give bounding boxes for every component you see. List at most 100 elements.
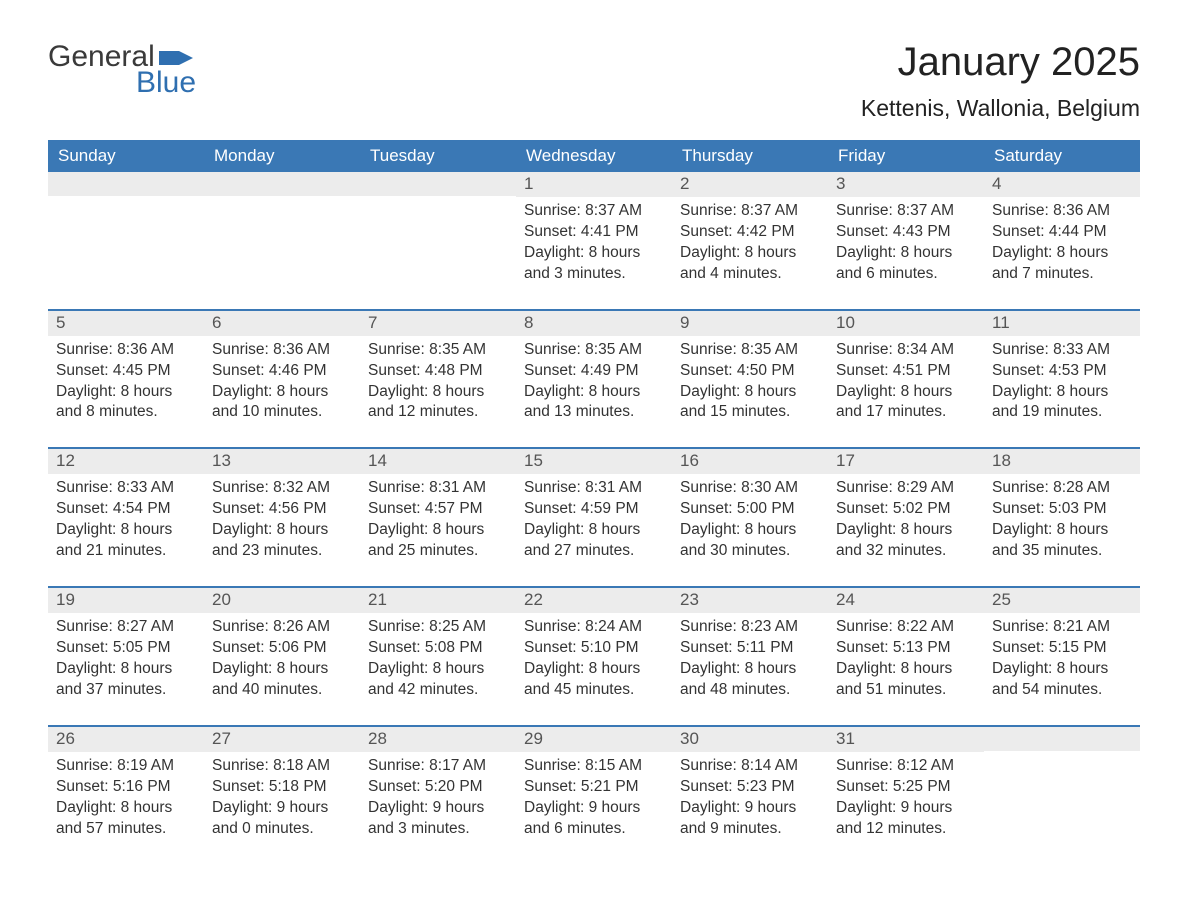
dayhead-sat: Saturday (984, 140, 1140, 172)
sunrise-text: Sunrise: 8:33 AM (992, 340, 1132, 361)
daylight1-text: Daylight: 8 hours (992, 243, 1132, 264)
sunrise-text: Sunrise: 8:37 AM (680, 201, 820, 222)
day-cell: 3Sunrise: 8:37 AMSunset: 4:43 PMDaylight… (828, 172, 984, 291)
daylight2-text: and 7 minutes. (992, 264, 1132, 285)
daylight2-text: and 13 minutes. (524, 402, 664, 423)
day-details: Sunrise: 8:25 AMSunset: 5:08 PMDaylight:… (360, 613, 516, 707)
daylight2-text: and 6 minutes. (836, 264, 976, 285)
daylight1-text: Daylight: 8 hours (836, 243, 976, 264)
sunrise-text: Sunrise: 8:18 AM (212, 756, 352, 777)
week-row: 26Sunrise: 8:19 AMSunset: 5:16 PMDayligh… (48, 725, 1140, 846)
day-details: Sunrise: 8:12 AMSunset: 5:25 PMDaylight:… (828, 752, 984, 846)
day-details: Sunrise: 8:15 AMSunset: 5:21 PMDaylight:… (516, 752, 672, 846)
daylight2-text: and 0 minutes. (212, 819, 352, 840)
day-cell: 18Sunrise: 8:28 AMSunset: 5:03 PMDayligh… (984, 449, 1140, 568)
sunrise-text: Sunrise: 8:37 AM (524, 201, 664, 222)
sunset-text: Sunset: 5:10 PM (524, 638, 664, 659)
day-number: 28 (360, 727, 516, 752)
day-number: 31 (828, 727, 984, 752)
day-number: 22 (516, 588, 672, 613)
day-number: 6 (204, 311, 360, 336)
daylight1-text: Daylight: 8 hours (680, 659, 820, 680)
day-details: Sunrise: 8:35 AMSunset: 4:49 PMDaylight:… (516, 336, 672, 430)
sunset-text: Sunset: 4:45 PM (56, 361, 196, 382)
day-cell: 22 Sunrise: 8:24 AMSunset: 5:10 PMDayligh… (516, 588, 672, 707)
daylight2-text: and 25 minutes. (368, 541, 508, 562)
daylight1-text: Daylight: 9 hours (836, 798, 976, 819)
sunset-text: Sunset: 4:43 PM (836, 222, 976, 243)
sunrise-text: Sunrise: 8:24 AM (524, 617, 664, 638)
day-cell: 26Sunrise: 8:19 AMSunset: 5:16 PMDayligh… (48, 727, 204, 846)
daylight1-text: Daylight: 8 hours (992, 520, 1132, 541)
sunset-text: Sunset: 5:08 PM (368, 638, 508, 659)
day-number: 20 (204, 588, 360, 613)
day-number: 23 (672, 588, 828, 613)
sunset-text: Sunset: 5:16 PM (56, 777, 196, 798)
day-cell: 5Sunrise: 8:36 AMSunset: 4:45 PMDaylight… (48, 311, 204, 430)
day-number: 5 (48, 311, 204, 336)
sunset-text: Sunset: 5:03 PM (992, 499, 1132, 520)
daylight1-text: Daylight: 8 hours (56, 798, 196, 819)
day-cell: 12Sunrise: 8:33 AMSunset: 4:54 PMDayligh… (48, 449, 204, 568)
sunset-text: Sunset: 4:41 PM (524, 222, 664, 243)
weeks-container: 1Sunrise: 8:37 AMSunset: 4:41 PMDaylight… (48, 172, 1140, 845)
day-cell: 24Sunrise: 8:22 AMSunset: 5:13 PMDayligh… (828, 588, 984, 707)
sunset-text: Sunset: 4:49 PM (524, 361, 664, 382)
day-details: Sunrise: 8:37 AMSunset: 4:43 PMDaylight:… (828, 197, 984, 291)
sunset-text: Sunset: 4:56 PM (212, 499, 352, 520)
day-cell: 2Sunrise: 8:37 AMSunset: 4:42 PMDaylight… (672, 172, 828, 291)
daylight1-text: Daylight: 8 hours (368, 520, 508, 541)
day-details: Sunrise: 8:17 AMSunset: 5:20 PMDaylight:… (360, 752, 516, 846)
day-number: 11 (984, 311, 1140, 336)
day-number: 26 (48, 727, 204, 752)
daylight1-text: Daylight: 9 hours (212, 798, 352, 819)
daylight1-text: Daylight: 8 hours (368, 382, 508, 403)
sunset-text: Sunset: 5:20 PM (368, 777, 508, 798)
sunset-text: Sunset: 5:02 PM (836, 499, 976, 520)
day-details: Sunrise: 8:30 AMSunset: 5:00 PMDaylight:… (672, 474, 828, 568)
empty-cell (204, 172, 360, 291)
day-number (360, 172, 516, 196)
day-cell: 19Sunrise: 8:27 AMSunset: 5:05 PMDayligh… (48, 588, 204, 707)
day-details: Sunrise: 8:31 AMSunset: 4:57 PMDaylight:… (360, 474, 516, 568)
sunrise-text: Sunrise: 8:21 AM (992, 617, 1132, 638)
day-cell: 11Sunrise: 8:33 AMSunset: 4:53 PMDayligh… (984, 311, 1140, 430)
sunrise-text: Sunrise: 8:14 AM (680, 756, 820, 777)
day-details: Sunrise: 8:33 AMSunset: 4:53 PMDaylight:… (984, 336, 1140, 430)
sunset-text: Sunset: 5:11 PM (680, 638, 820, 659)
day-details: Sunrise: 8:19 AMSunset: 5:16 PMDaylight:… (48, 752, 204, 846)
sunset-text: Sunset: 4:50 PM (680, 361, 820, 382)
day-cell: 31Sunrise: 8:12 AMSunset: 5:25 PMDayligh… (828, 727, 984, 846)
sunrise-text: Sunrise: 8:22 AM (836, 617, 976, 638)
sunrise-text: Sunrise: 8:35 AM (368, 340, 508, 361)
logo-word-blue: Blue (136, 66, 196, 100)
day-details: Sunrise: 8:31 AMSunset: 4:59 PMDaylight:… (516, 474, 672, 568)
daylight1-text: Daylight: 8 hours (212, 520, 352, 541)
day-details: Sunrise: 8:26 AMSunset: 5:06 PMDaylight:… (204, 613, 360, 707)
sunrise-text: Sunrise: 8:23 AM (680, 617, 820, 638)
day-number: 16 (672, 449, 828, 474)
day-number: 12 (48, 449, 204, 474)
sunrise-text: Sunrise: 8:15 AM (524, 756, 664, 777)
daylight1-text: Daylight: 9 hours (680, 798, 820, 819)
daylight2-text: and 8 minutes. (56, 402, 196, 423)
dayhead-sun: Sunday (48, 140, 204, 172)
week-row: 5Sunrise: 8:36 AMSunset: 4:45 PMDaylight… (48, 309, 1140, 430)
daylight2-text: and 6 minutes. (524, 819, 664, 840)
day-details: Sunrise: 8:23 AMSunset: 5:11 PMDaylight:… (672, 613, 828, 707)
daylight2-text: and 30 minutes. (680, 541, 820, 562)
dayhead-fri: Friday (828, 140, 984, 172)
day-number: 27 (204, 727, 360, 752)
daylight1-text: Daylight: 8 hours (524, 659, 664, 680)
day-number (984, 727, 1140, 751)
day-cell: 10Sunrise: 8:34 AMSunset: 4:51 PMDayligh… (828, 311, 984, 430)
empty-cell (48, 172, 204, 291)
sunrise-text: Sunrise: 8:29 AM (836, 478, 976, 499)
sunrise-text: Sunrise: 8:36 AM (992, 201, 1132, 222)
daylight1-text: Daylight: 8 hours (212, 382, 352, 403)
sunset-text: Sunset: 5:15 PM (992, 638, 1132, 659)
daylight2-text: and 57 minutes. (56, 819, 196, 840)
daylight2-text: and 27 minutes. (524, 541, 664, 562)
day-details: Sunrise: 8:35 AMSunset: 4:50 PMDaylight:… (672, 336, 828, 430)
daylight1-text: Daylight: 8 hours (836, 382, 976, 403)
